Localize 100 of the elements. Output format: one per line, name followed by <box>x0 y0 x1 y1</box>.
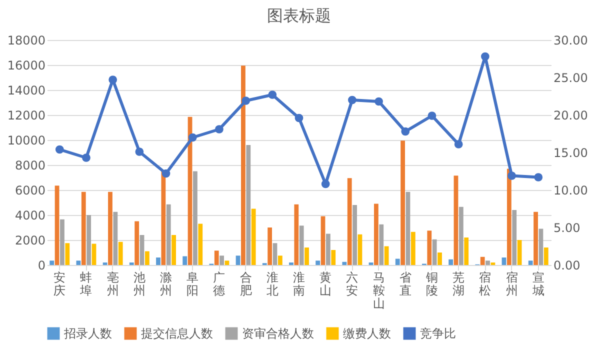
bar <box>272 243 278 265</box>
bar <box>198 224 203 265</box>
bar <box>268 228 272 265</box>
bar <box>406 192 410 265</box>
x-tick-label: 马鞍山 <box>372 270 385 310</box>
bar <box>538 228 544 265</box>
bar <box>50 260 54 265</box>
point <box>294 114 304 122</box>
bar <box>316 260 320 265</box>
x-tick-label: 淮北 <box>266 270 278 298</box>
legend-label: 提交信息人数 <box>141 326 213 341</box>
bar <box>299 226 304 265</box>
bar <box>342 262 347 265</box>
legend-label: 资审合格人数 <box>242 326 314 341</box>
chart-title: 图表标题 <box>267 6 331 25</box>
y-tick-label: 0 <box>38 258 46 272</box>
bar <box>294 204 299 265</box>
bar <box>134 221 140 265</box>
bar <box>236 256 240 265</box>
bar <box>512 210 517 265</box>
x-tick-label: 六安 <box>346 270 358 298</box>
bar <box>480 256 485 265</box>
bar <box>60 219 64 265</box>
bar <box>54 186 60 265</box>
bar <box>506 168 512 265</box>
bar <box>432 239 437 265</box>
x-tick-label: 阜阳 <box>186 270 199 298</box>
bar <box>304 248 309 265</box>
bar <box>347 178 352 265</box>
y2-tick-label: 15.00 <box>554 146 588 160</box>
y-tick-label: 18000 <box>7 34 46 48</box>
point <box>480 52 490 61</box>
y-tick-label: 4000 <box>14 208 46 222</box>
point <box>374 97 383 106</box>
bar <box>352 205 357 265</box>
x-tick-label: 省直 <box>399 270 412 298</box>
bar <box>76 260 81 265</box>
bar <box>182 256 188 265</box>
bar <box>113 212 118 265</box>
x-tick-label: 芜湖 <box>452 270 465 298</box>
bar <box>534 212 538 265</box>
bar <box>395 258 400 265</box>
bar <box>464 238 469 265</box>
y2-tick-label: 20.00 <box>554 108 588 122</box>
x-tick-label: 宣城 <box>531 270 544 298</box>
bar <box>438 252 442 265</box>
bar <box>92 244 96 265</box>
bar <box>246 145 251 265</box>
bar <box>320 216 326 265</box>
bar <box>220 256 224 265</box>
legend-label: 招录人数 <box>63 326 112 341</box>
point <box>534 173 543 182</box>
bar <box>144 251 150 265</box>
bar <box>156 258 160 265</box>
point <box>188 133 197 142</box>
bar <box>241 66 246 265</box>
bar <box>193 171 198 265</box>
bar <box>81 192 86 265</box>
legend-label: 竞争比 <box>420 326 456 341</box>
bar <box>544 248 548 265</box>
point <box>321 180 330 188</box>
x-tick-label: 黄山 <box>320 270 332 298</box>
x-tick-label: 池州 <box>133 270 146 298</box>
x-tick-label: 合肥 <box>240 270 252 298</box>
point <box>162 169 170 178</box>
y-tick-label: 12000 <box>7 108 46 122</box>
y-tick-label: 6000 <box>14 184 46 198</box>
point <box>268 90 277 99</box>
point <box>348 96 356 104</box>
bar <box>86 215 92 265</box>
y2-tick-label: 30.00 <box>554 34 588 48</box>
bar <box>140 235 144 265</box>
point <box>108 76 118 84</box>
bar <box>166 204 171 265</box>
bar <box>65 243 70 265</box>
bar <box>278 256 282 265</box>
point <box>508 172 516 180</box>
bar <box>331 250 336 265</box>
x-tick-label: 广德 <box>213 270 226 298</box>
bar <box>172 235 176 265</box>
point <box>215 125 224 134</box>
point <box>401 127 410 136</box>
point <box>428 112 436 120</box>
x-tick-label: 宿松 <box>479 270 492 298</box>
legend-label: 缴费人数 <box>343 326 391 341</box>
y2-tick-label: 0.00 <box>554 258 580 272</box>
x-tick-label: 安庆 <box>54 270 66 298</box>
x-tick-label: 亳州 <box>106 270 119 298</box>
bar <box>214 250 219 265</box>
y-tick-label: 10000 <box>7 134 46 148</box>
bar <box>384 246 389 265</box>
bar <box>326 234 330 265</box>
bar <box>224 260 230 265</box>
bar <box>374 204 378 265</box>
x-tick-label: 滁州 <box>160 270 172 298</box>
point <box>242 96 250 105</box>
x-tick-label: 蚌埠 <box>79 270 92 298</box>
bar <box>448 259 454 265</box>
y2-tick-label: 10.00 <box>554 184 588 198</box>
bar <box>517 240 522 265</box>
